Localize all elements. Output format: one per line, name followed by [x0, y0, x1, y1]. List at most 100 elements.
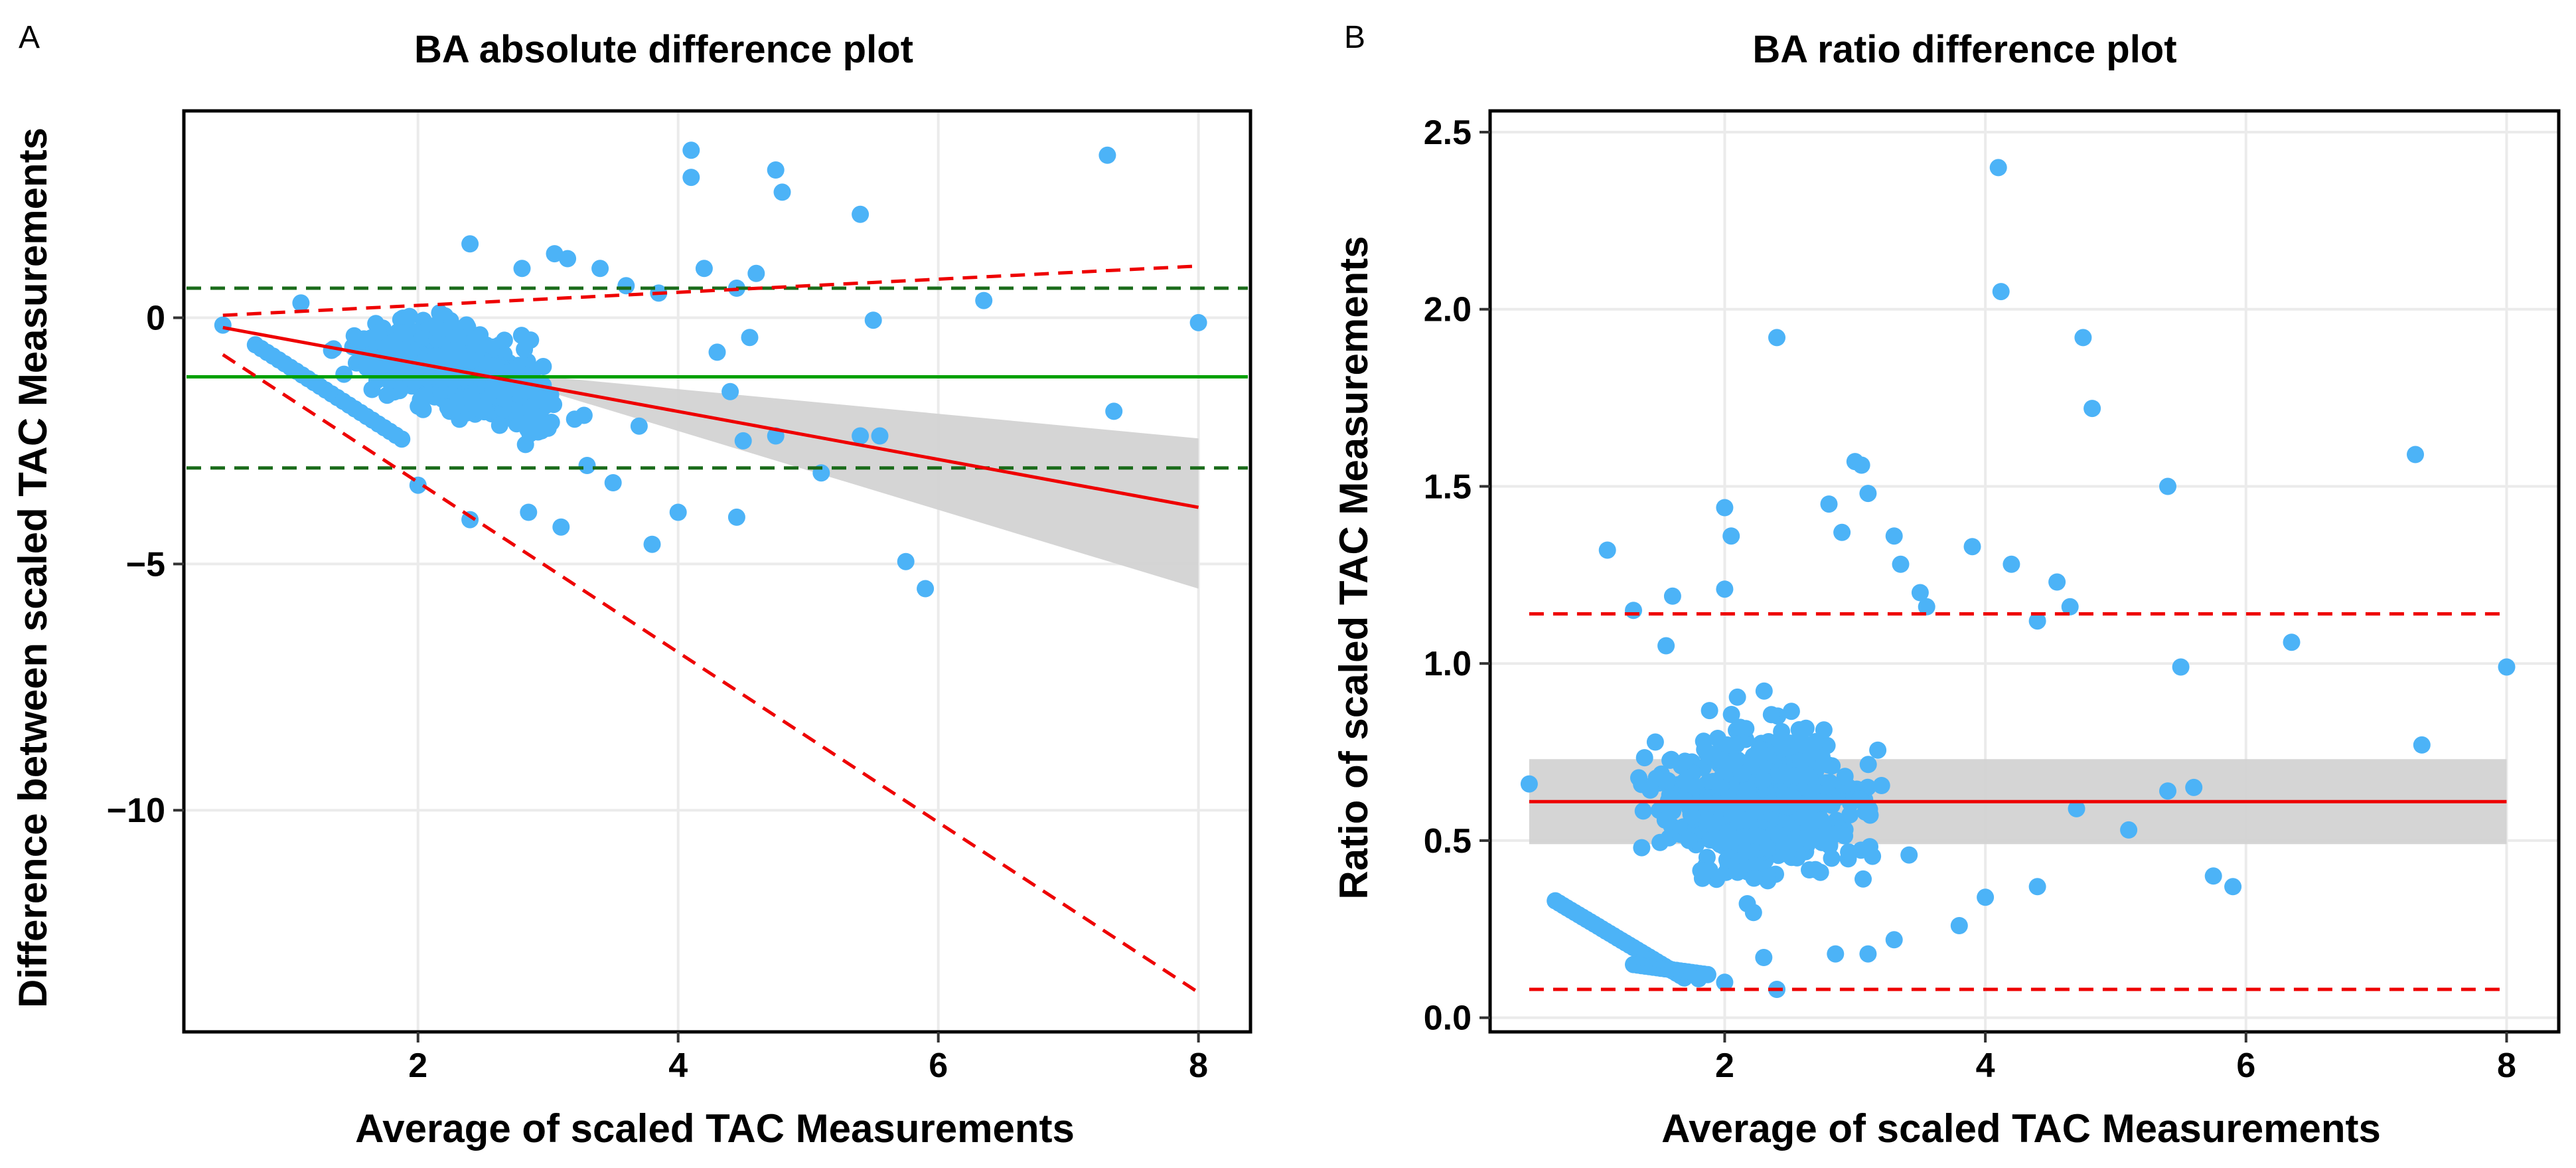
panel-a-data-point — [864, 311, 882, 329]
panel-a-x-tick-label: 4 — [668, 1046, 688, 1085]
panel-b-data-point — [1716, 580, 1734, 598]
panel-a-data-point — [604, 474, 622, 491]
panel-b-data-point — [1841, 806, 1859, 824]
panel-a-data-point — [552, 518, 570, 536]
panel-b-data-point — [1815, 755, 1833, 773]
panel-a-data-point — [463, 395, 481, 413]
panel-b-data-point — [2074, 329, 2092, 347]
panel-b-data-point — [1918, 598, 1935, 616]
panel-b-data-point — [2413, 736, 2431, 754]
panel-b-data-point — [1762, 706, 1780, 724]
panel-b-data-point — [2159, 477, 2176, 495]
panel-a-data-point — [393, 430, 411, 448]
panel-b-data-point — [1872, 777, 1890, 794]
panel-b-data-point — [2120, 821, 2138, 839]
panel-a-x-tick-label: 2 — [408, 1046, 427, 1085]
panel-a-data-point — [546, 245, 564, 263]
panel-b-data-point — [2061, 598, 2079, 616]
panel-b-data-point — [1754, 771, 1772, 789]
panel-a-y-tick-label: −10 — [107, 792, 165, 830]
panel-b-data-point — [1708, 730, 1726, 747]
panel-a-data-point — [630, 417, 648, 435]
panel-b-data-point — [1773, 722, 1791, 740]
panel-a-data-point — [292, 294, 310, 312]
panel-b-data-point — [1738, 782, 1756, 799]
panel-b-x-tick-label: 2 — [1715, 1046, 1734, 1085]
panel-b-data-point — [1698, 849, 1716, 867]
panel-b-data-point — [1701, 861, 1718, 879]
panel-a-data-point — [669, 503, 687, 521]
panel-a-data-point — [1099, 146, 1116, 164]
panel-b-data-point — [1855, 870, 1872, 888]
panel-b-data-point — [1663, 587, 1681, 605]
panel-a-prediction-limit-line — [222, 353, 1199, 994]
panel-a-data-point — [682, 169, 700, 187]
panel-b-y-tick-label: 0.5 — [1424, 822, 1472, 861]
panel-b-data-point — [1598, 541, 1616, 559]
panel-b-x-axis-title: Average of scaled TAC Measurements — [1661, 1106, 2381, 1151]
panel-a-data-point — [975, 292, 993, 309]
panel-a-data-point — [463, 351, 481, 369]
panel-a-x-tick-label: 6 — [929, 1046, 948, 1085]
panel-a-plot-frame — [182, 109, 1252, 1034]
panel-b-data-point — [1853, 456, 1870, 474]
panel-b-data-point — [2068, 799, 2085, 817]
panel-b-data-point — [1738, 895, 1756, 912]
panel-b: B BA ratio difference plot Average of sc… — [1331, 20, 2561, 1151]
panel-a-regression-line — [222, 325, 1199, 509]
panel-a-data-point — [491, 416, 508, 434]
panel-b-data-point — [1716, 973, 1734, 991]
panel-b-data-point — [1731, 718, 1749, 736]
panel-b-data-point — [1728, 736, 1745, 754]
panel-b-data-point — [1859, 485, 1877, 503]
panel-b-data-point — [1680, 831, 1698, 849]
panel-b-data-point — [1634, 802, 1652, 820]
panel-b-data-point — [2407, 446, 2424, 463]
panel-a-data-point — [721, 382, 739, 400]
panel-a-data-point — [516, 341, 534, 359]
panel-a-data-point — [378, 386, 396, 404]
panel-a-line-layer — [187, 264, 1248, 994]
panel-a-data-point — [708, 343, 726, 361]
panel-b-data-point — [2003, 555, 2020, 573]
panel-b-x-tick-label: 8 — [2497, 1046, 2516, 1085]
panel-b-data-point — [1859, 756, 1877, 774]
panel-a-grid — [184, 111, 1250, 1032]
panel-b-data-point — [1992, 283, 2010, 301]
panel-a-data-point — [522, 398, 540, 416]
panel-b-data-point — [2172, 658, 2190, 676]
panel-b-data-point — [1520, 775, 1538, 793]
panel-b-data-point — [1892, 555, 1910, 573]
panel-a-x-tick-label: 8 — [1189, 1046, 1208, 1085]
panel-a-y-tick-label: −5 — [126, 545, 165, 584]
panel-a-data-point — [401, 307, 419, 325]
panel-a-data-point — [559, 250, 577, 268]
panel-b-data-point — [1820, 495, 1838, 513]
panel-b-data-point — [1787, 834, 1805, 852]
panel-a-data-point — [1189, 313, 1207, 331]
panel-a-letter: A — [19, 20, 40, 55]
panel-b-data-point — [2204, 867, 2222, 885]
panel-b-data-point — [1656, 811, 1674, 829]
panel-b-data-point — [1759, 866, 1777, 884]
panel-b-data-point — [1690, 970, 1708, 987]
panel-a-data-point — [531, 415, 549, 433]
panel-a-data-point — [520, 503, 538, 521]
panel-a-data-point — [566, 410, 583, 428]
panel-a-data-point — [917, 580, 935, 598]
panel-a-data-point — [513, 260, 531, 278]
panel-b-y-axis-title: Ratio of scaled TAC Measurements — [1331, 236, 1376, 899]
panel-b-data-point — [1625, 602, 1642, 620]
panel-b-data-point — [1755, 682, 1773, 700]
panel-a-title: BA absolute difference plot — [414, 28, 913, 71]
panel-b-data-point — [2028, 878, 2046, 896]
panel-b-data-point — [1768, 329, 1785, 347]
panel-b-data-point — [1711, 778, 1729, 796]
panel-b-data-point — [1750, 740, 1768, 758]
panel-a-confidence-band — [548, 376, 1199, 589]
panel-b-data-point — [1797, 719, 1815, 737]
panel-a-data-point — [416, 388, 434, 406]
panel-a-data-point — [591, 260, 609, 278]
panel-b-x-tick-label: 4 — [1976, 1046, 1995, 1085]
panel-b-data-point — [1745, 869, 1763, 887]
